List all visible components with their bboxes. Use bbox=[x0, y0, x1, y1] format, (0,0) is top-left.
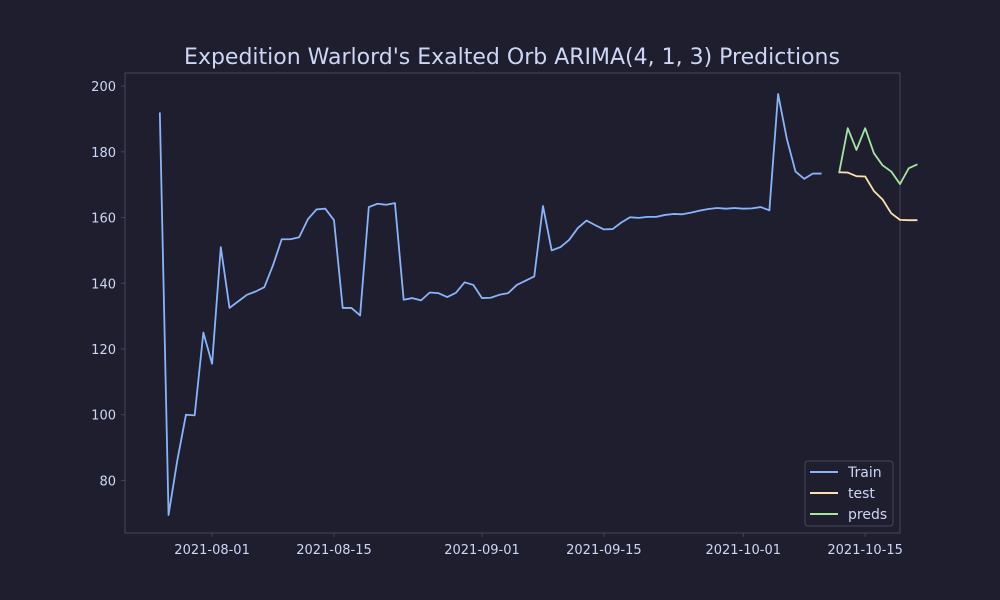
y-tick-label: 100 bbox=[91, 409, 116, 424]
x-tick-label: 2021-08-15 bbox=[296, 543, 372, 558]
x-axis: 2021-08-01 2021-08-15 2021-09-01 2021-09-15… bbox=[174, 533, 903, 558]
legend-label-train: Train bbox=[847, 465, 882, 481]
legend-frame bbox=[804, 460, 894, 527]
series-line-test bbox=[839, 171, 918, 222]
series-layer bbox=[160, 94, 918, 515]
x-tick-label: 2021-10-01 bbox=[705, 543, 781, 558]
y-tick-label: 120 bbox=[91, 343, 116, 358]
x-tick-label: 2021-09-15 bbox=[566, 543, 642, 558]
y-tick-label: 200 bbox=[91, 80, 116, 95]
legend: Train test preds bbox=[804, 460, 894, 527]
x-tick-label: 2021-10-15 bbox=[827, 543, 903, 558]
x-tick-label: 2021-08-01 bbox=[174, 543, 250, 558]
chart-title: Expedition Warlord's Exalted Orb ARIMA(4… bbox=[184, 45, 840, 70]
plot-area-frame bbox=[124, 72, 901, 534]
y-tick-label: 180 bbox=[91, 146, 116, 161]
series-line-preds bbox=[838, 127, 918, 185]
x-tick-label: 2021-09-01 bbox=[444, 543, 520, 558]
legend-label-test: test bbox=[848, 486, 875, 502]
y-axis: 80 100 120 140 160 180 200 bbox=[91, 80, 125, 489]
legend-label-preds: preds bbox=[848, 507, 887, 523]
y-tick-label: 80 bbox=[99, 474, 116, 489]
y-tick-label: 160 bbox=[91, 212, 116, 227]
y-tick-label: 140 bbox=[91, 277, 116, 292]
